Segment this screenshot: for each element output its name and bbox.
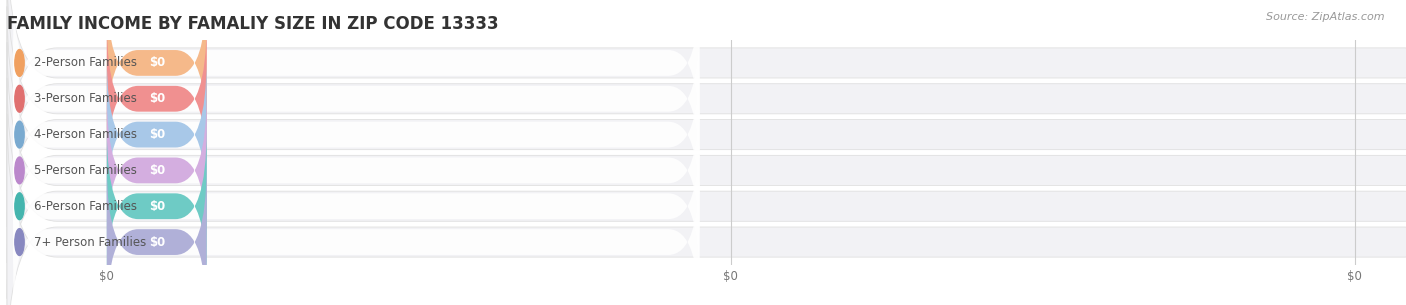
FancyBboxPatch shape	[107, 165, 207, 305]
Circle shape	[15, 49, 24, 76]
Text: Source: ZipAtlas.com: Source: ZipAtlas.com	[1267, 12, 1385, 22]
Text: $0: $0	[149, 92, 165, 105]
FancyBboxPatch shape	[107, 130, 207, 283]
FancyBboxPatch shape	[13, 22, 700, 175]
Text: 6-Person Families: 6-Person Families	[34, 200, 138, 213]
FancyBboxPatch shape	[13, 58, 700, 211]
FancyBboxPatch shape	[7, 42, 1406, 299]
Text: 5-Person Families: 5-Person Families	[34, 164, 136, 177]
FancyBboxPatch shape	[13, 94, 700, 247]
Circle shape	[15, 157, 24, 184]
Text: $0: $0	[149, 235, 165, 249]
Text: 7+ Person Families: 7+ Person Families	[34, 235, 146, 249]
FancyBboxPatch shape	[7, 78, 1406, 305]
Text: $0: $0	[149, 200, 165, 213]
Text: FAMILY INCOME BY FAMALIY SIZE IN ZIP CODE 13333: FAMILY INCOME BY FAMALIY SIZE IN ZIP COD…	[7, 15, 499, 33]
FancyBboxPatch shape	[7, 6, 1406, 263]
FancyBboxPatch shape	[13, 165, 700, 305]
FancyBboxPatch shape	[107, 22, 207, 175]
FancyBboxPatch shape	[107, 94, 207, 247]
FancyBboxPatch shape	[107, 0, 207, 140]
Text: $0: $0	[149, 128, 165, 141]
Text: 3-Person Families: 3-Person Families	[34, 92, 136, 105]
Circle shape	[15, 121, 24, 148]
FancyBboxPatch shape	[13, 130, 700, 283]
Circle shape	[15, 85, 24, 112]
FancyBboxPatch shape	[7, 0, 1406, 191]
Text: 4-Person Families: 4-Person Families	[34, 128, 138, 141]
Text: $0: $0	[149, 56, 165, 70]
FancyBboxPatch shape	[107, 58, 207, 211]
FancyBboxPatch shape	[7, 114, 1406, 305]
Circle shape	[15, 193, 24, 220]
Text: $0: $0	[149, 164, 165, 177]
FancyBboxPatch shape	[7, 0, 1406, 227]
Circle shape	[15, 229, 24, 256]
Text: 2-Person Families: 2-Person Families	[34, 56, 138, 70]
FancyBboxPatch shape	[13, 0, 700, 140]
